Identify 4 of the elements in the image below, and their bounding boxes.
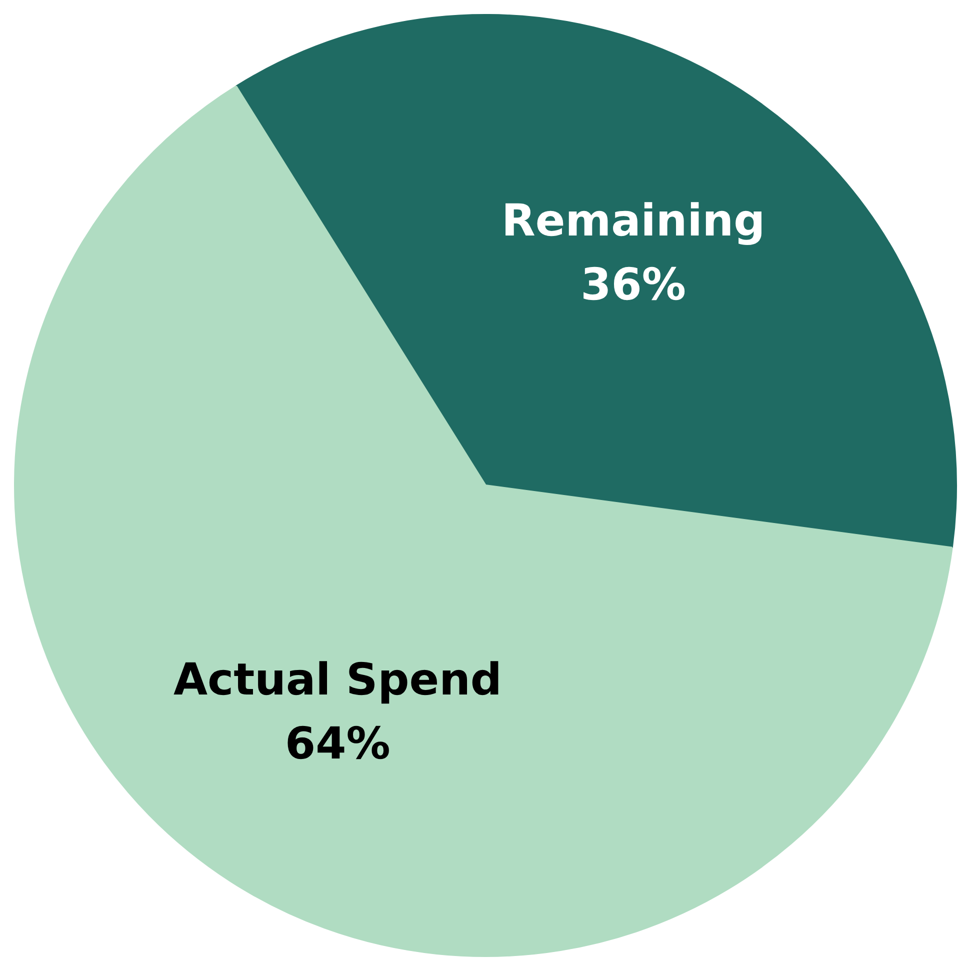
slice-label: Remaining xyxy=(502,196,766,247)
data-label: 64% xyxy=(285,718,390,770)
data-label: 36% xyxy=(580,260,686,311)
slice-label: Actual Spend xyxy=(173,654,502,706)
